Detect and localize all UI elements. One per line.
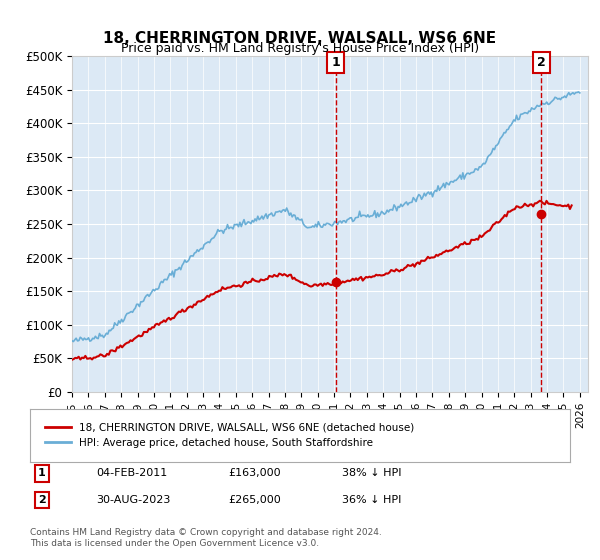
Text: 18, CHERRINGTON DRIVE, WALSALL, WS6 6NE: 18, CHERRINGTON DRIVE, WALSALL, WS6 6NE bbox=[103, 31, 497, 46]
Text: 1: 1 bbox=[38, 468, 46, 478]
Text: 36% ↓ HPI: 36% ↓ HPI bbox=[342, 495, 401, 505]
Text: Price paid vs. HM Land Registry's House Price Index (HPI): Price paid vs. HM Land Registry's House … bbox=[121, 42, 479, 55]
Text: 30-AUG-2023: 30-AUG-2023 bbox=[96, 495, 170, 505]
Text: 1: 1 bbox=[331, 56, 340, 69]
Text: Contains HM Land Registry data © Crown copyright and database right 2024.
This d: Contains HM Land Registry data © Crown c… bbox=[30, 528, 382, 548]
Text: 38% ↓ HPI: 38% ↓ HPI bbox=[342, 468, 401, 478]
Text: £163,000: £163,000 bbox=[228, 468, 281, 478]
Text: 2: 2 bbox=[537, 56, 546, 69]
Text: 04-FEB-2011: 04-FEB-2011 bbox=[96, 468, 167, 478]
Text: £265,000: £265,000 bbox=[228, 495, 281, 505]
Text: 2: 2 bbox=[38, 495, 46, 505]
Legend: 18, CHERRINGTON DRIVE, WALSALL, WS6 6NE (detached house), HPI: Average price, de: 18, CHERRINGTON DRIVE, WALSALL, WS6 6NE … bbox=[41, 419, 419, 452]
